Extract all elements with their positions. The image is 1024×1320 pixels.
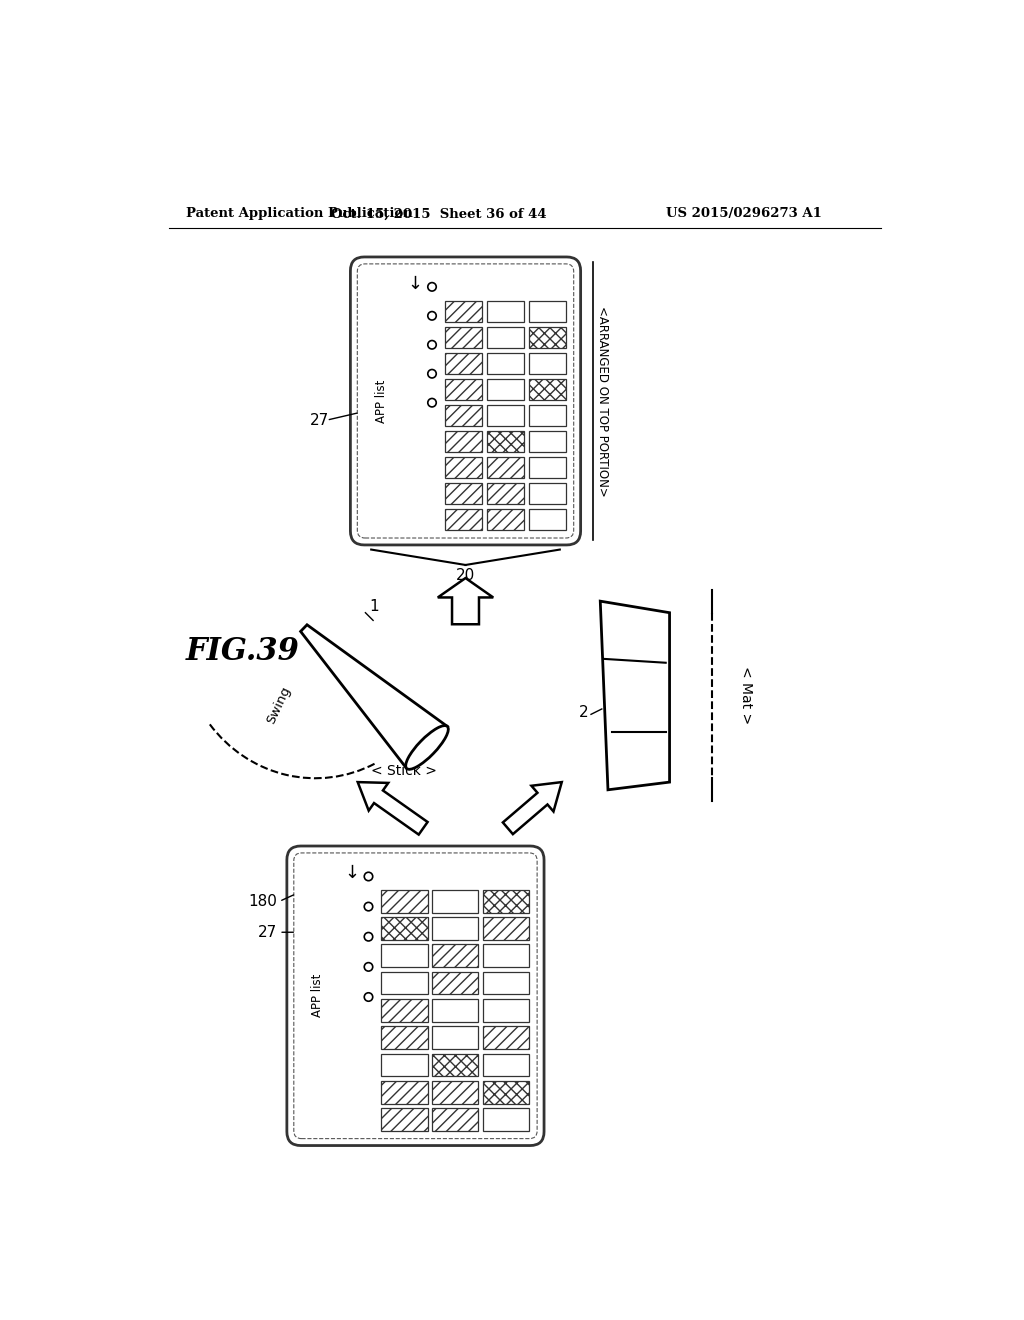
Text: US 2015/0296273 A1: US 2015/0296273 A1 bbox=[666, 207, 821, 220]
Bar bbox=[381, 917, 428, 940]
Bar bbox=[444, 430, 482, 453]
Polygon shape bbox=[503, 781, 562, 834]
Bar bbox=[432, 917, 478, 940]
Bar bbox=[432, 890, 478, 912]
Bar bbox=[528, 405, 566, 426]
Text: APP list: APP list bbox=[375, 379, 388, 422]
Bar bbox=[432, 1109, 478, 1131]
Bar bbox=[432, 1053, 478, 1076]
Text: 27: 27 bbox=[309, 413, 329, 428]
Bar bbox=[528, 327, 566, 348]
Text: Patent Application Publication: Patent Application Publication bbox=[186, 207, 413, 220]
Bar bbox=[528, 352, 566, 375]
Bar bbox=[381, 972, 428, 994]
Bar bbox=[483, 999, 529, 1022]
Bar bbox=[444, 457, 482, 478]
Text: FIG.39: FIG.39 bbox=[186, 636, 300, 667]
Bar bbox=[381, 945, 428, 968]
Bar bbox=[483, 1081, 529, 1104]
Bar bbox=[381, 1053, 428, 1076]
Bar bbox=[483, 945, 529, 968]
Text: <ARRANGED ON TOP PORTION>: <ARRANGED ON TOP PORTION> bbox=[596, 305, 609, 496]
Bar bbox=[381, 890, 428, 912]
Text: 20: 20 bbox=[456, 568, 475, 583]
FancyBboxPatch shape bbox=[287, 846, 544, 1146]
Polygon shape bbox=[357, 781, 428, 834]
Bar bbox=[528, 510, 566, 531]
Text: 1: 1 bbox=[370, 599, 379, 614]
Text: ↓: ↓ bbox=[344, 865, 359, 882]
Bar bbox=[381, 1081, 428, 1104]
Polygon shape bbox=[600, 601, 670, 789]
Bar bbox=[486, 301, 524, 322]
Bar bbox=[444, 405, 482, 426]
Bar bbox=[444, 483, 482, 504]
Text: 180: 180 bbox=[248, 894, 276, 909]
Bar bbox=[486, 430, 524, 453]
Polygon shape bbox=[438, 578, 494, 624]
Bar bbox=[486, 327, 524, 348]
Bar bbox=[528, 379, 566, 400]
Text: Oct. 15, 2015  Sheet 36 of 44: Oct. 15, 2015 Sheet 36 of 44 bbox=[331, 207, 547, 220]
Text: APP list: APP list bbox=[311, 974, 325, 1018]
Bar bbox=[444, 379, 482, 400]
Bar bbox=[432, 1027, 478, 1049]
Ellipse shape bbox=[406, 726, 449, 770]
Bar bbox=[486, 405, 524, 426]
Bar bbox=[528, 483, 566, 504]
Bar bbox=[444, 301, 482, 322]
Bar bbox=[432, 945, 478, 968]
Bar bbox=[432, 972, 478, 994]
Bar bbox=[381, 999, 428, 1022]
FancyBboxPatch shape bbox=[350, 257, 581, 545]
Bar bbox=[381, 1109, 428, 1131]
Text: 2: 2 bbox=[580, 705, 589, 721]
Bar bbox=[444, 327, 482, 348]
Bar bbox=[528, 430, 566, 453]
Bar bbox=[528, 301, 566, 322]
Bar bbox=[486, 457, 524, 478]
Polygon shape bbox=[301, 624, 447, 768]
Bar bbox=[444, 510, 482, 531]
Bar bbox=[432, 999, 478, 1022]
Bar bbox=[444, 352, 482, 375]
Bar bbox=[486, 352, 524, 375]
Text: ↓: ↓ bbox=[408, 275, 423, 293]
Bar bbox=[528, 457, 566, 478]
Bar bbox=[483, 917, 529, 940]
Text: < Stick >: < Stick > bbox=[371, 763, 437, 777]
Bar bbox=[381, 1027, 428, 1049]
Bar bbox=[483, 890, 529, 912]
Bar bbox=[483, 1109, 529, 1131]
Bar bbox=[483, 972, 529, 994]
Bar bbox=[486, 510, 524, 531]
Bar bbox=[486, 483, 524, 504]
Bar bbox=[432, 1081, 478, 1104]
Text: 27: 27 bbox=[258, 925, 276, 940]
Bar bbox=[486, 379, 524, 400]
Bar bbox=[483, 1027, 529, 1049]
Text: Swing: Swing bbox=[264, 684, 293, 726]
Bar bbox=[483, 1053, 529, 1076]
Text: < Mat >: < Mat > bbox=[739, 667, 753, 725]
